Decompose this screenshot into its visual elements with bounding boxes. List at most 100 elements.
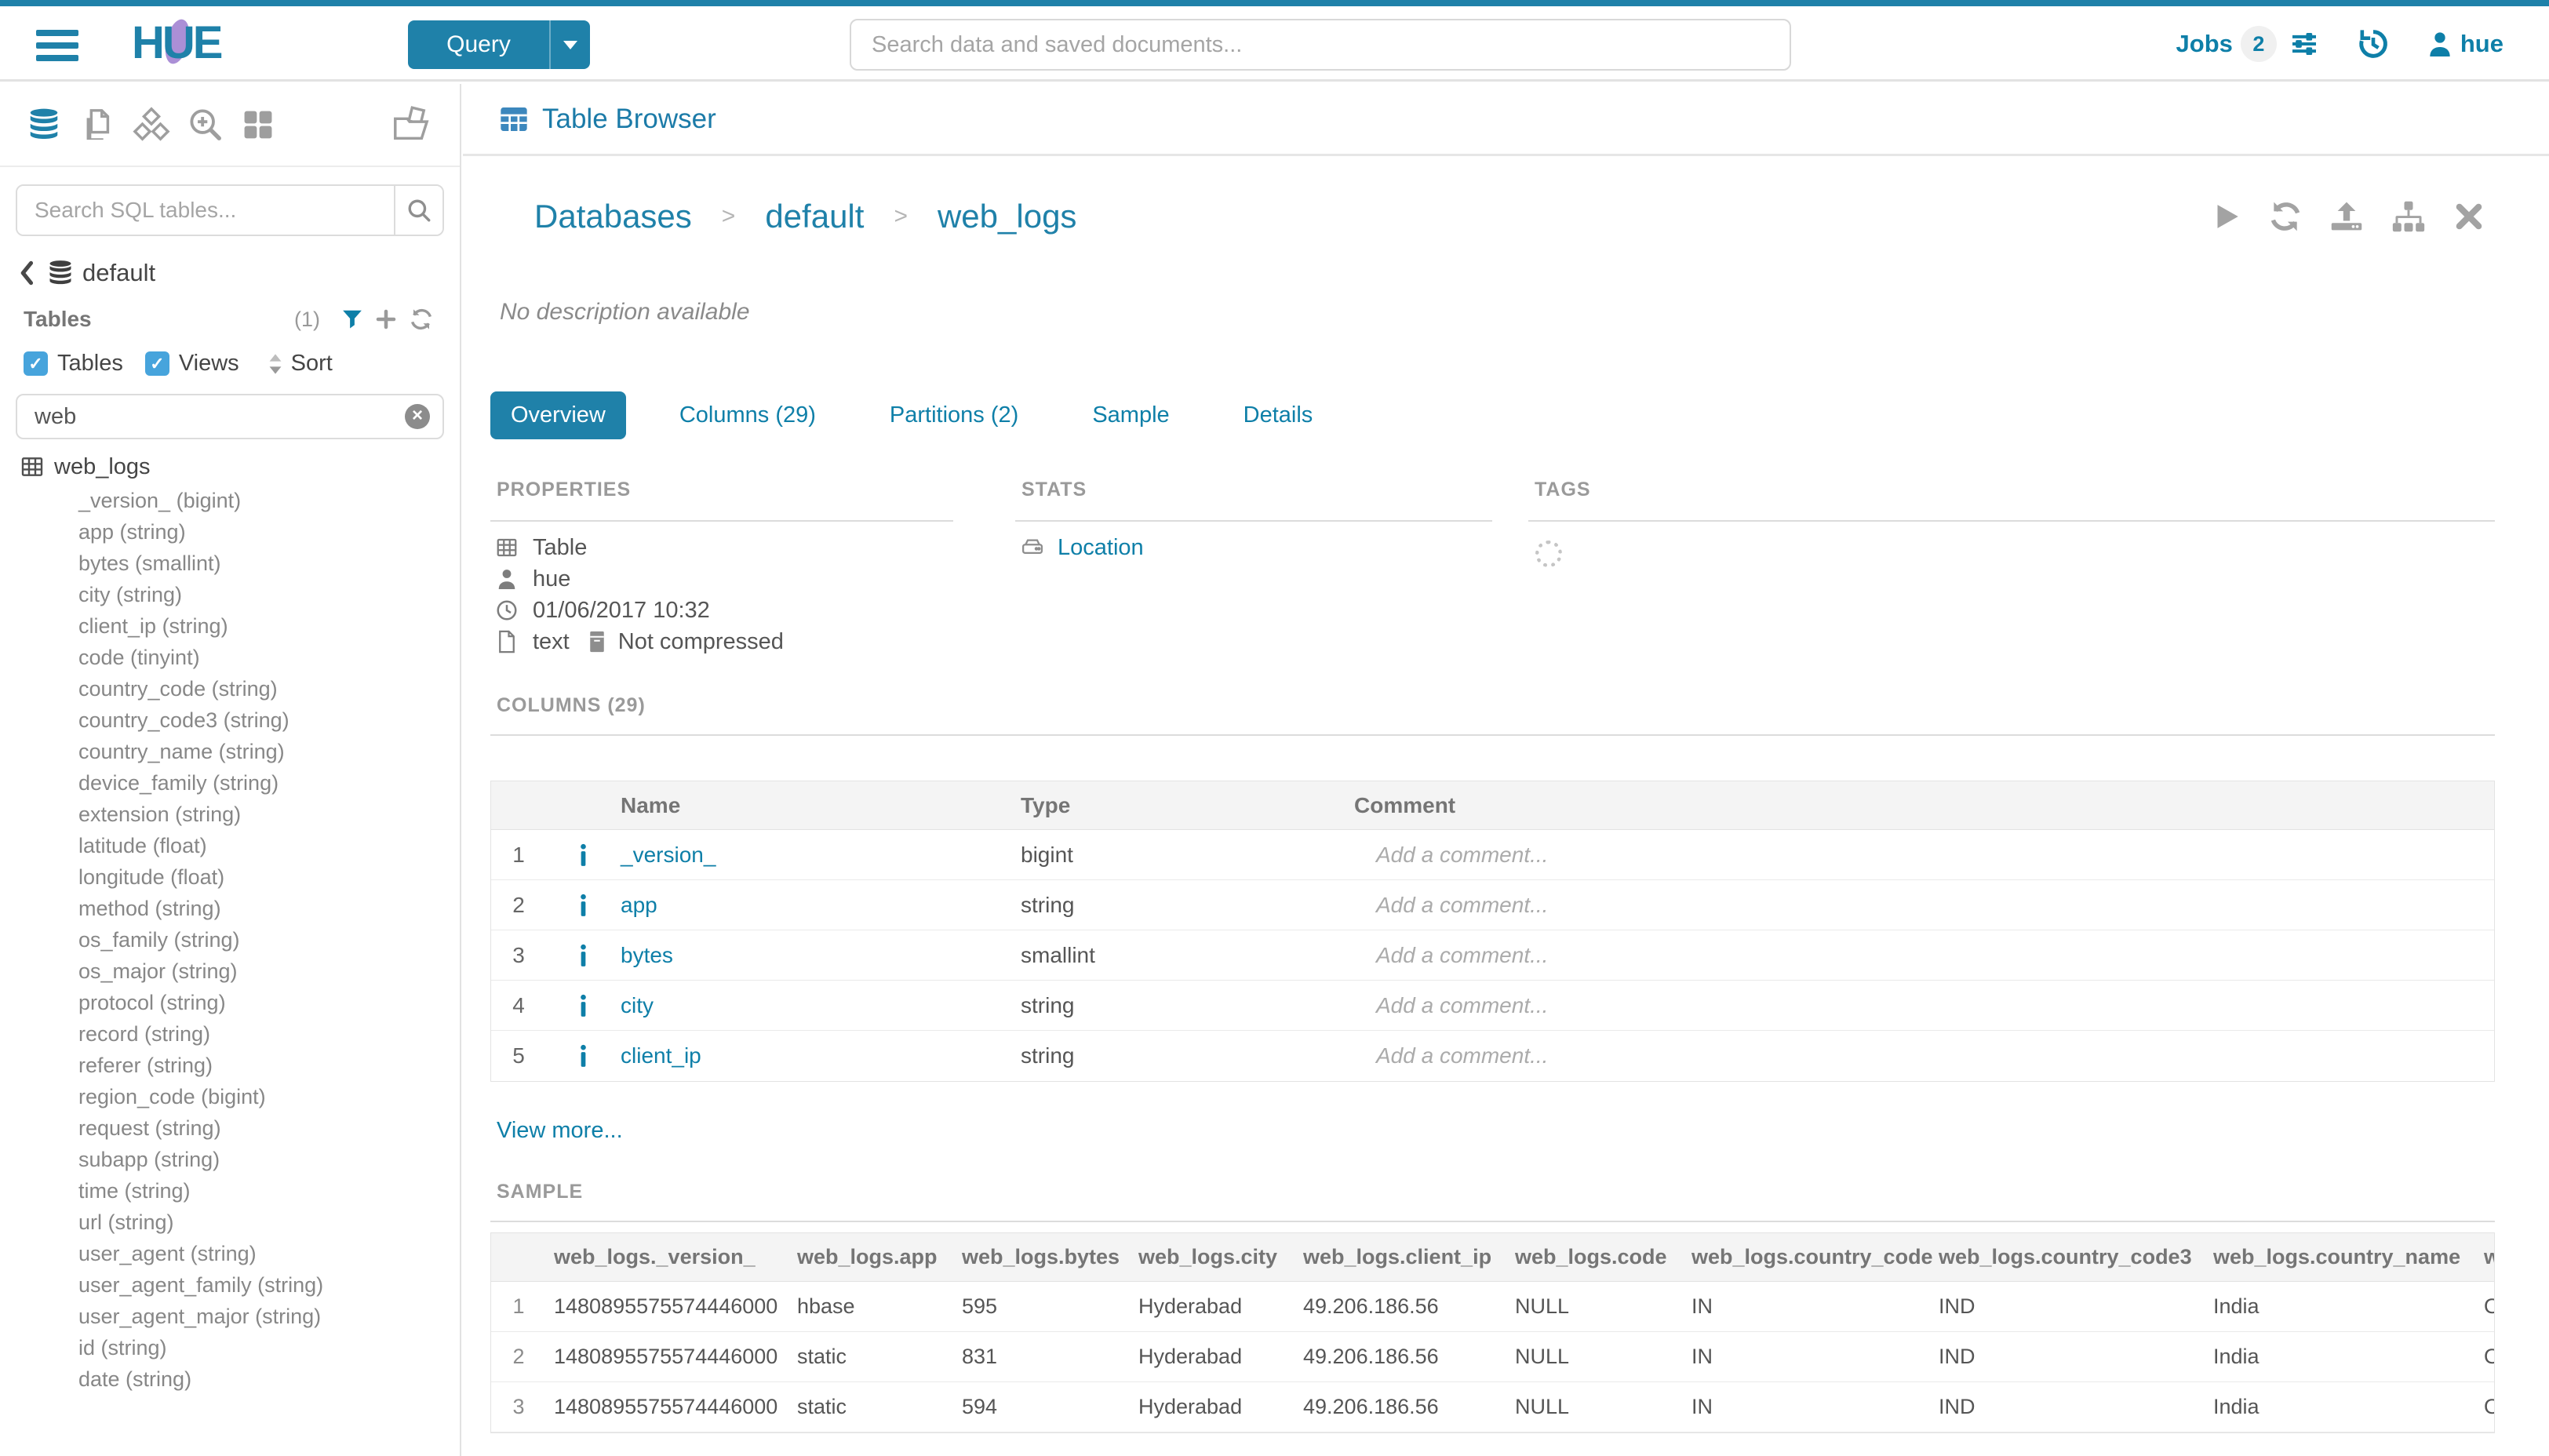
assist-column-item[interactable]: protocol (string): [0, 987, 460, 1018]
assist-column-item[interactable]: url (string): [0, 1207, 460, 1238]
table-filter-input[interactable]: [17, 404, 405, 430]
assist-column-item[interactable]: bytes (smallint): [0, 548, 460, 579]
breadcrumb-database[interactable]: default: [765, 198, 864, 235]
property-format: text Not compressed: [493, 626, 784, 657]
folder-documents-icon[interactable]: [391, 106, 430, 144]
assist-column-item[interactable]: time (string): [0, 1175, 460, 1207]
assist-column-item[interactable]: method (string): [0, 893, 460, 924]
column-name-link[interactable]: bytes: [621, 943, 1021, 968]
assist-column-item[interactable]: device_family (string): [0, 767, 460, 799]
chevron-left-icon[interactable]: [16, 258, 37, 288]
tab-overview[interactable]: Overview: [490, 391, 626, 439]
global-search-input[interactable]: [850, 19, 1791, 71]
assist-column-item[interactable]: country_name (string): [0, 736, 460, 767]
location-link[interactable]: Location: [1058, 535, 1144, 561]
sql-database-icon[interactable]: [26, 107, 62, 143]
column-name-link[interactable]: app: [621, 893, 1021, 918]
assist-column-item[interactable]: user_agent (string): [0, 1238, 460, 1269]
assist-column-item[interactable]: latitude (float): [0, 830, 460, 861]
column-comment-placeholder[interactable]: Add a comment...: [1350, 893, 2494, 918]
assist-column-item[interactable]: code (tinyint): [0, 642, 460, 673]
column-comment-placeholder[interactable]: Add a comment...: [1350, 943, 2494, 968]
query-button[interactable]: Query: [408, 20, 590, 69]
tab-partitions[interactable]: Partitions (2): [869, 391, 1039, 439]
views-checkbox[interactable]: ✓: [145, 351, 169, 376]
clear-filter-icon[interactable]: ×: [405, 404, 430, 429]
query-dropdown-toggle[interactable]: [549, 20, 590, 69]
info-icon[interactable]: [546, 1044, 621, 1068]
apps-grid-icon[interactable]: [241, 107, 275, 142]
info-icon[interactable]: [546, 994, 621, 1017]
cubes-icon[interactable]: [133, 107, 170, 143]
column-name-link[interactable]: city: [621, 993, 1021, 1018]
assist-column-item[interactable]: subapp (string): [0, 1144, 460, 1175]
assist-column-item[interactable]: user_agent_family (string): [0, 1269, 460, 1301]
tab-columns[interactable]: Columns (29): [659, 391, 836, 439]
tab-sample[interactable]: Sample: [1072, 391, 1189, 439]
assist-column-item[interactable]: extension (string): [0, 799, 460, 830]
columns-section-title: COLUMNS (29): [497, 694, 646, 716]
hamburger-menu-icon[interactable]: [36, 30, 78, 61]
sort-toggle[interactable]: Sort: [264, 351, 333, 377]
assist-column-item[interactable]: longitude (float): [0, 861, 460, 893]
assist-column-item[interactable]: app (string): [0, 516, 460, 548]
assist-search-button[interactable]: [394, 186, 442, 235]
breadcrumb-databases[interactable]: Databases: [534, 198, 692, 235]
close-icon[interactable]: [2453, 200, 2485, 233]
user-menu[interactable]: hue: [2427, 30, 2503, 58]
assist-database-breadcrumb[interactable]: default: [0, 258, 460, 288]
column-name-link[interactable]: client_ip: [621, 1043, 1021, 1068]
column-comment-placeholder[interactable]: Add a comment...: [1350, 1043, 2494, 1068]
hue-logo[interactable]: HUE: [132, 16, 220, 69]
assist-search-input[interactable]: [17, 186, 394, 235]
assist-column-item[interactable]: request (string): [0, 1112, 460, 1144]
jobs-link[interactable]: Jobs: [2176, 30, 2233, 58]
hue-logo-text: HUE: [132, 16, 220, 69]
assist-column-item[interactable]: referer (string): [0, 1050, 460, 1081]
refresh-icon[interactable]: [2267, 199, 2303, 234]
tables-checkbox[interactable]: ✓: [24, 351, 48, 376]
info-icon[interactable]: [546, 843, 621, 867]
assist-column-item[interactable]: country_code3 (string): [0, 704, 460, 736]
info-icon[interactable]: [546, 944, 621, 967]
assist-column-item[interactable]: os_major (string): [0, 956, 460, 987]
sample-cell: O: [2476, 1345, 2495, 1369]
documents-icon[interactable]: [79, 107, 115, 143]
assist-column-item[interactable]: record (string): [0, 1018, 460, 1050]
sitemap-icon[interactable]: [2390, 199, 2427, 234]
columns-table-row: 3 bytes smallint Add a comment...: [491, 930, 2494, 981]
table-name-label[interactable]: web_logs: [54, 454, 151, 480]
column-name-link[interactable]: _version_: [621, 843, 1021, 868]
sliders-icon[interactable]: [2288, 28, 2321, 60]
query-button-label[interactable]: Query: [408, 20, 549, 69]
hdd-icon: [1020, 536, 1045, 559]
assist-column-item[interactable]: date (string): [0, 1363, 460, 1395]
assist-column-item[interactable]: _version_ (bigint): [0, 485, 460, 516]
zoom-plus-icon[interactable]: [188, 107, 224, 143]
assist-column-item[interactable]: city (string): [0, 579, 460, 610]
info-icon[interactable]: [546, 894, 621, 917]
sort-label[interactable]: Sort: [291, 351, 333, 377]
history-icon[interactable]: [2355, 26, 2391, 62]
assist-column-item[interactable]: user_agent_major (string): [0, 1301, 460, 1332]
assist-column-item[interactable]: id (string): [0, 1332, 460, 1363]
views-checkbox-label[interactable]: Views: [179, 351, 239, 377]
assist-column-item[interactable]: country_code (string): [0, 673, 460, 704]
view-more-link[interactable]: View more...: [497, 1118, 623, 1144]
add-table-icon[interactable]: [373, 307, 399, 332]
tab-details[interactable]: Details: [1223, 391, 1334, 439]
tables-checkbox-label[interactable]: Tables: [57, 351, 123, 377]
assist-column-item[interactable]: os_family (string): [0, 924, 460, 956]
column-comment-placeholder[interactable]: Add a comment...: [1350, 843, 2494, 868]
jobs-count-badge[interactable]: 2: [2241, 26, 2277, 62]
assist-column-item[interactable]: client_ip (string): [0, 610, 460, 642]
column-comment-placeholder[interactable]: Add a comment...: [1350, 993, 2494, 1018]
upload-icon[interactable]: [2329, 199, 2365, 234]
filter-funnel-icon[interactable]: [340, 308, 364, 331]
username-label: hue: [2460, 30, 2503, 58]
assist-table-web-logs[interactable]: web_logs: [0, 452, 460, 482]
assist-column-item[interactable]: region_code (bigint): [0, 1081, 460, 1112]
query-play-icon[interactable]: [2209, 199, 2242, 234]
refresh-icon[interactable]: [408, 307, 435, 332]
assist-database-name[interactable]: default: [82, 259, 155, 287]
